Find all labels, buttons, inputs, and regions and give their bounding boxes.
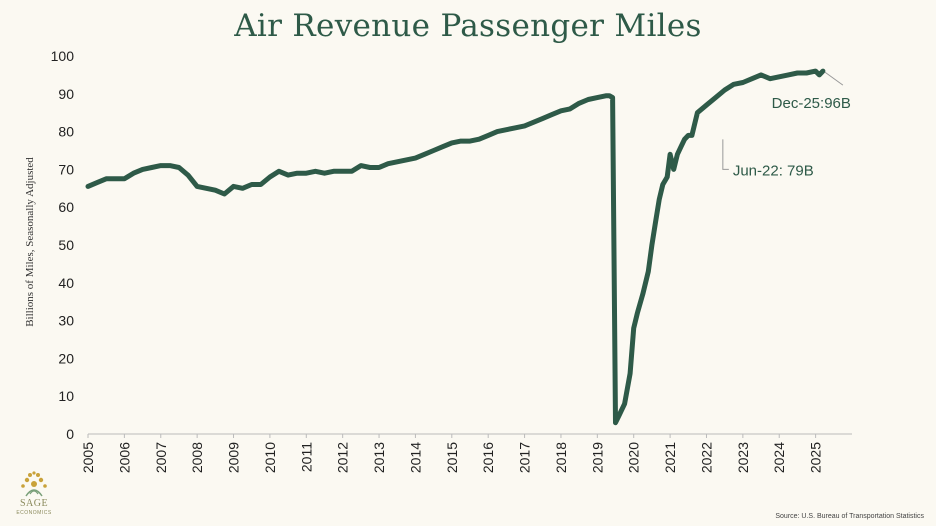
x-tick-label: 2005 xyxy=(80,442,96,473)
y-tick-label: 80 xyxy=(58,124,74,140)
y-tick-label: 10 xyxy=(58,388,74,404)
annotation-leader xyxy=(824,71,844,86)
x-tick-label: 2019 xyxy=(589,442,605,473)
chart-title: Air Revenue Passenger Miles xyxy=(234,8,702,44)
x-tick-label: 2025 xyxy=(808,442,824,473)
annotation-jun22: Jun-22: 79B xyxy=(733,162,814,179)
x-tick-label: 2010 xyxy=(262,442,278,473)
source-note: Source: U.S. Bureau of Transportation St… xyxy=(775,513,924,520)
y-tick-label: 100 xyxy=(51,48,75,64)
y-tick-label: 0 xyxy=(66,426,74,442)
x-tick-label: 2016 xyxy=(480,442,496,473)
y-tick-label: 20 xyxy=(58,350,74,366)
annotation-dec25: Dec-25:96B xyxy=(772,95,851,112)
annotation-leader xyxy=(722,139,729,170)
x-tick-label: 2006 xyxy=(116,442,132,473)
x-tick-label: 2022 xyxy=(698,442,714,473)
sage-logo: SAGE ECONOMICS xyxy=(8,470,60,522)
x-tick-label: 2015 xyxy=(444,442,460,473)
x-tick-label: 2011 xyxy=(298,442,314,472)
x-tick-label: 2007 xyxy=(153,442,169,473)
x-tick-label: 2013 xyxy=(371,442,387,473)
logo-name: SAGE xyxy=(19,498,49,509)
x-tick-label: 2017 xyxy=(517,442,533,473)
logo-sub: ECONOMICS xyxy=(16,510,52,516)
y-tick-label: 70 xyxy=(58,161,74,177)
x-tick-label: 2008 xyxy=(189,442,205,473)
x-tick-label: 2021 xyxy=(662,442,678,473)
y-tick-label: 90 xyxy=(58,86,74,102)
x-tick-label: 2014 xyxy=(407,442,423,473)
y-tick-label: 30 xyxy=(58,313,74,329)
y-tick-label: 60 xyxy=(58,199,74,215)
y-axis-label: Billions of Miles, Seasonally Adjusted xyxy=(24,157,36,327)
x-tick-label: 2023 xyxy=(735,442,751,473)
x-tick-label: 2024 xyxy=(771,442,787,473)
y-tick-label: 50 xyxy=(58,237,74,253)
x-tick-label: 2020 xyxy=(626,442,642,473)
x-tick-label: 2018 xyxy=(553,442,569,473)
sage-leaf-icon xyxy=(21,471,47,497)
x-tick-label: 2012 xyxy=(335,442,351,473)
series-line xyxy=(85,68,826,426)
y-tick-label: 40 xyxy=(58,275,74,291)
x-tick-label: 2009 xyxy=(226,442,242,473)
